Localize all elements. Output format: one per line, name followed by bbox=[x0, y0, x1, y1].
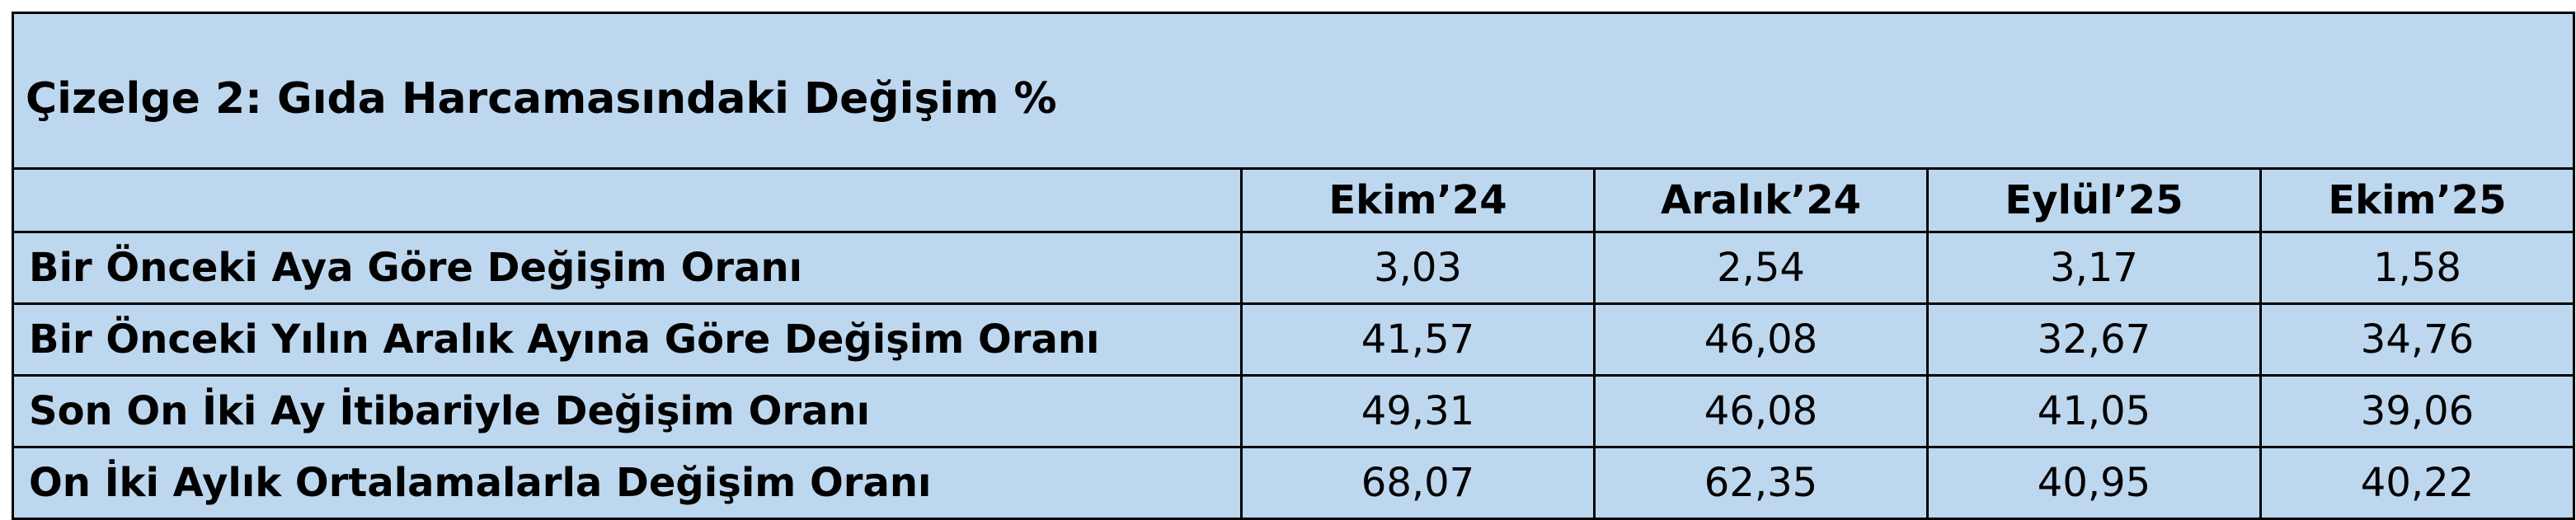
value-cell: 40,95 bbox=[1926, 446, 2262, 520]
column-header: Ekim’25 bbox=[2259, 167, 2575, 233]
value-cell: 1,58 bbox=[2259, 231, 2575, 305]
value-cell: 32,67 bbox=[1926, 302, 2262, 377]
value-cell: 41,57 bbox=[1240, 302, 1596, 377]
value-cell: 2,54 bbox=[1593, 231, 1929, 305]
value-cell: 3,03 bbox=[1240, 231, 1596, 305]
table-container: Çizelge 2: Gıda Harcamasındaki Değişim %… bbox=[12, 12, 2575, 520]
value-cell: 3,17 bbox=[1926, 231, 2262, 305]
column-header: Eylül’25 bbox=[1926, 167, 2262, 233]
data-row: Bir Önceki Yılın Aralık Ayına Göre Değiş… bbox=[12, 302, 2575, 377]
data-row: Son On İki Ay İtibariyle Değişim Oranı 49… bbox=[12, 374, 2575, 448]
value-cell: 39,06 bbox=[2259, 374, 2575, 448]
value-cell: 46,08 bbox=[1593, 374, 1929, 448]
value-cell: 62,35 bbox=[1593, 446, 1929, 520]
data-row: On İki Aylık Ortalamalarla Değişim Oranı… bbox=[12, 446, 2575, 520]
value-cell: 40,22 bbox=[2259, 446, 2575, 520]
column-header: Ekim’24 bbox=[1240, 167, 1596, 233]
value-cell: 46,08 bbox=[1593, 302, 1929, 377]
column-header: Aralık’24 bbox=[1593, 167, 1929, 233]
table: Çizelge 2: Gıda Harcamasındaki Değişim %… bbox=[12, 12, 2575, 520]
empty-cell bbox=[12, 167, 1243, 233]
value-cell: 49,31 bbox=[1240, 374, 1596, 448]
table-title: Çizelge 2: Gıda Harcamasındaki Değişim % bbox=[12, 12, 2575, 170]
row-label: On İki Aylık Ortalamalarla Değişim Oranı bbox=[12, 446, 1243, 520]
row-label: Bir Önceki Aya Göre Değişim Oranı bbox=[12, 231, 1243, 305]
row-label: Son On İki Ay İtibariyle Değişim Oranı bbox=[12, 374, 1243, 448]
row-label: Bir Önceki Yılın Aralık Ayına Göre Değiş… bbox=[12, 302, 1243, 377]
value-cell: 34,76 bbox=[2259, 302, 2575, 377]
data-row: Bir Önceki Aya Göre Değişim Oranı 3,03 2,5… bbox=[12, 231, 2575, 305]
value-cell: 41,05 bbox=[1926, 374, 2262, 448]
value-cell: 68,07 bbox=[1240, 446, 1596, 520]
header-row: Ekim’24 Aralık’24 Eylül’25 Ekim’25 bbox=[12, 167, 2575, 233]
